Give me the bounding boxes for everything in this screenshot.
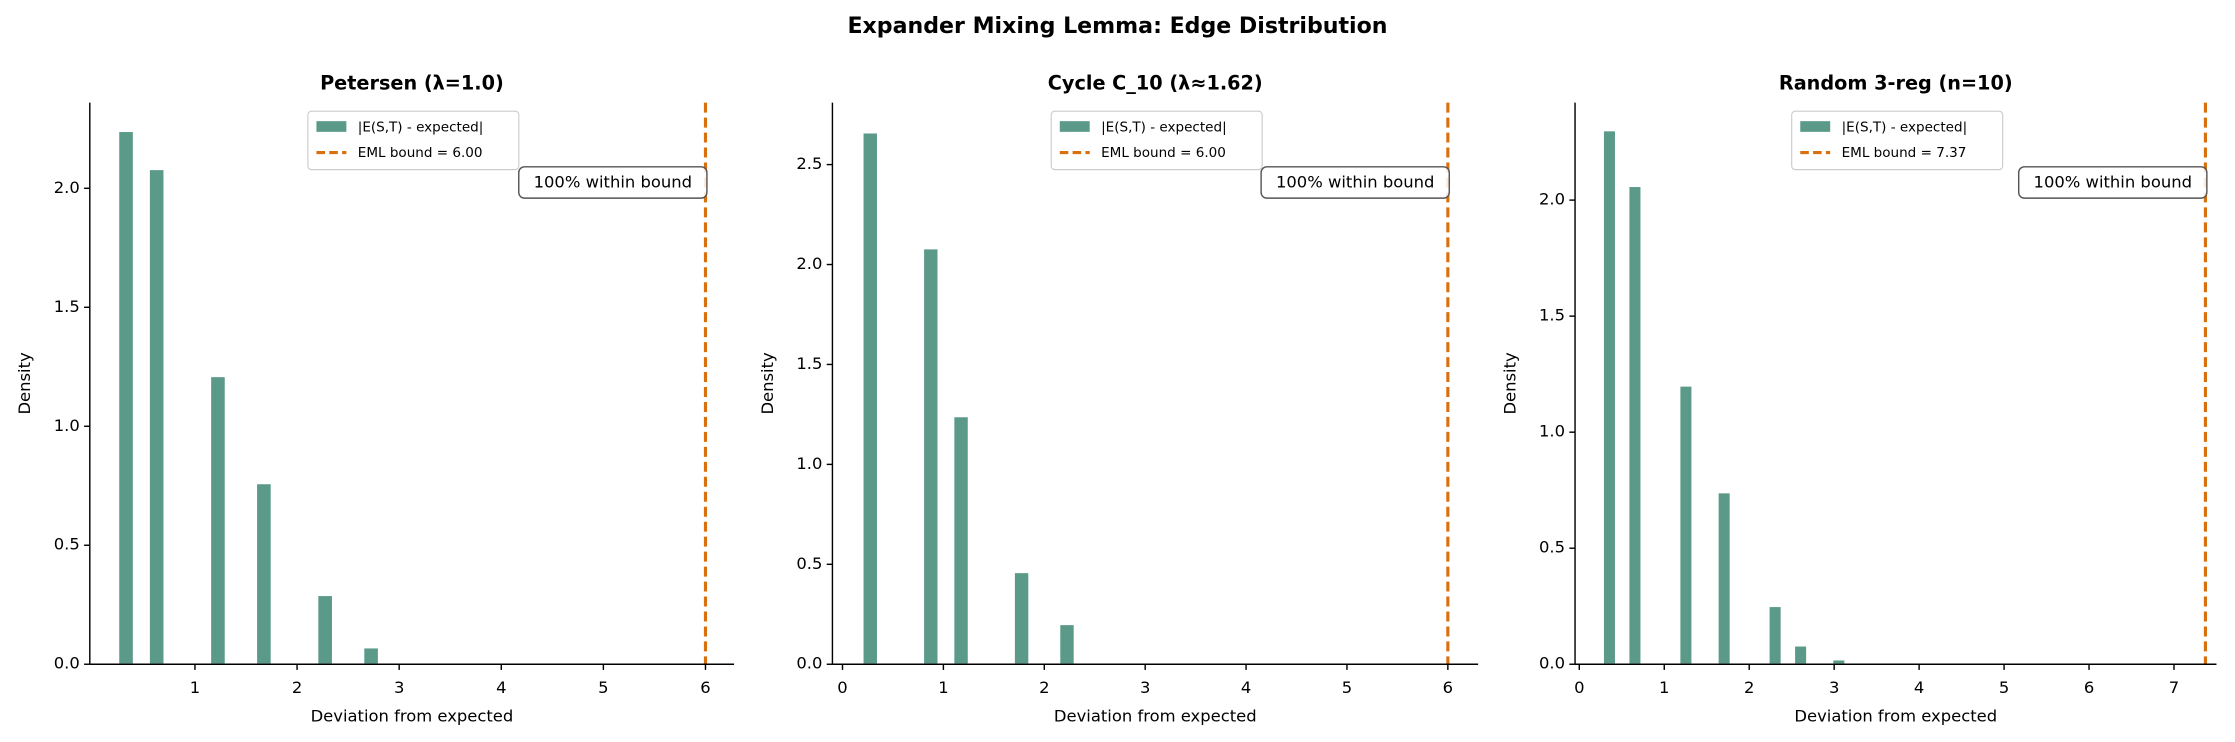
y-tick-label: 2.5 <box>796 154 822 173</box>
histogram-bar <box>255 482 273 666</box>
histogram-bar <box>1013 571 1031 666</box>
histogram-bar <box>117 130 135 666</box>
x-tick-label: 6 <box>700 678 710 697</box>
histogram-bar <box>861 131 879 666</box>
y-tick-label: 0.5 <box>796 554 822 573</box>
x-tick-label: 5 <box>598 678 608 697</box>
histogram-bar <box>1793 644 1808 666</box>
x-tick-label: 2 <box>1039 678 1049 697</box>
y-tick-label: 1.5 <box>1539 306 1565 325</box>
y-tick-label: 0.0 <box>1539 654 1565 673</box>
x-tick-label: 2 <box>1744 678 1754 697</box>
annotation-box <box>1260 166 1450 199</box>
histogram-bar <box>1602 129 1617 666</box>
x-tick-label: 6 <box>1443 678 1453 697</box>
annotation: 100% within bound <box>534 173 692 192</box>
x-tick-label: 0 <box>1574 678 1584 697</box>
legend-label: |E(S,T) - expected| <box>1101 120 1227 136</box>
y-tick-label: 0.5 <box>1539 538 1565 557</box>
subplot: 1 2 3 4 5 6 0.0 0.5 1.0 1.5 2.0 Petersen (λ=1.0) Dev… <box>15 72 735 725</box>
legend-label: EML bound = 7.37 <box>1842 145 1967 161</box>
legend-label: |E(S,T) - expected| <box>358 120 484 136</box>
histogram-bar <box>209 375 227 666</box>
x-tick-label: 3 <box>1140 678 1150 697</box>
y-tick-label: 1.5 <box>796 354 822 373</box>
legend-label: |E(S,T) - expected| <box>1842 120 1968 136</box>
y-axis-label: Density <box>15 352 34 415</box>
histogram-bar <box>1716 491 1732 666</box>
x-tick-label: 4 <box>1914 678 1924 697</box>
x-tick-label: 3 <box>394 678 404 697</box>
legend-box <box>307 110 520 171</box>
x-tick-label: 1 <box>1659 678 1669 697</box>
x-tick-label: 5 <box>1342 678 1352 697</box>
legend-box <box>1791 110 2004 171</box>
histogram-bar <box>362 646 380 666</box>
subplot: 0 1 2 3 4 5 6 0.0 0.5 1.0 1.5 2.0 2.5 Cycle C_10 (λ≈1… <box>758 72 1479 725</box>
legend-label: EML bound = 6.00 <box>358 145 483 161</box>
histogram-bar <box>1627 185 1643 666</box>
histogram-bar <box>1767 605 1783 666</box>
annotation: 100% within bound <box>1276 173 1434 192</box>
subplot-title: Petersen (λ=1.0) <box>320 72 504 95</box>
y-tick-label: 1.0 <box>54 416 80 435</box>
x-tick-label: 5 <box>1999 678 2009 697</box>
y-tick-label: 2.0 <box>54 178 80 197</box>
legend-swatch <box>316 121 347 132</box>
x-tick-label: 2 <box>292 678 302 697</box>
histogram-bar <box>922 247 940 666</box>
annotation-box <box>518 166 708 199</box>
y-tick-label: 1.5 <box>54 297 80 316</box>
histogram-bar <box>1058 623 1076 666</box>
legend-label: EML bound = 6.00 <box>1101 145 1226 161</box>
y-tick-label: 1.0 <box>1539 422 1565 441</box>
x-axis-label: Deviation from expected <box>1794 706 1997 725</box>
x-tick-label: 3 <box>1829 678 1839 697</box>
y-tick-label: 0.0 <box>54 654 80 673</box>
y-axis-label: Density <box>758 352 777 415</box>
x-tick-label: 4 <box>1241 678 1251 697</box>
histogram-bar <box>1678 384 1694 666</box>
subplot: 0 1 2 3 4 5 6 7 0.0 0.5 1.0 1.5 2.0 Random 3-reg (n=1… <box>1500 72 2217 725</box>
y-tick-label: 0.5 <box>54 535 80 554</box>
y-tick-label: 2.0 <box>1539 190 1565 209</box>
x-tick-label: 4 <box>496 678 506 697</box>
legend-box <box>1050 110 1263 171</box>
y-axis-label: Density <box>1500 352 1519 415</box>
histogram-bar <box>148 168 166 666</box>
histogram-bar <box>952 415 970 666</box>
x-axis-label: Deviation from expected <box>311 706 514 725</box>
figure-title: Expander Mixing Lemma: Edge Distribution <box>847 13 1387 39</box>
x-tick-label: 6 <box>2084 678 2094 697</box>
y-tick-label: 1.0 <box>796 454 822 473</box>
subplot-title: Random 3-reg (n=10) <box>1779 72 2013 95</box>
y-tick-label: 2.0 <box>796 254 822 273</box>
x-tick-label: 0 <box>837 678 847 697</box>
histogram-bar <box>316 594 334 666</box>
legend-swatch <box>1800 121 1831 132</box>
x-axis-label: Deviation from expected <box>1054 706 1257 725</box>
x-tick-label: 7 <box>2169 678 2179 697</box>
x-tick-label: 1 <box>190 678 200 697</box>
annotation-box <box>2017 166 2208 199</box>
x-tick-label: 1 <box>938 678 948 697</box>
annotation: 100% within bound <box>2034 173 2192 192</box>
y-tick-label: 0.0 <box>796 654 822 673</box>
legend-swatch <box>1059 121 1090 132</box>
subplot-title: Cycle C_10 (λ≈1.62) <box>1048 72 1263 95</box>
